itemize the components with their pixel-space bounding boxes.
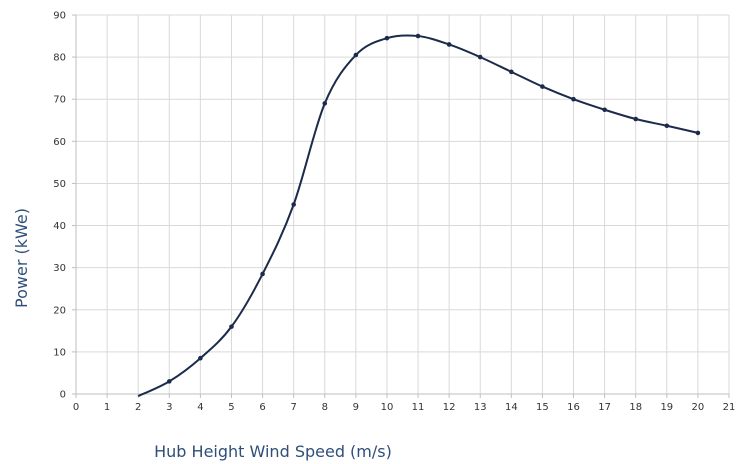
data-point: [633, 116, 639, 122]
x-tick-label: 10: [381, 402, 394, 413]
data-point: [509, 69, 514, 75]
y-tick-label: 60: [53, 137, 66, 148]
series-layer: [137, 33, 701, 398]
axes: [72, 14, 730, 398]
data-point: [384, 35, 390, 41]
x-tick-label: 12: [443, 402, 456, 413]
data-point: [540, 84, 545, 89]
x-tick-label: 0: [73, 402, 79, 413]
y-tick-label: 20: [53, 305, 66, 316]
grid-lines: [76, 14, 730, 394]
data-point: [695, 130, 701, 136]
y-tick-label: 10: [53, 347, 66, 358]
x-tick-label: 16: [567, 402, 580, 413]
x-tick-label: 2: [135, 402, 141, 413]
y-tick-label: 40: [53, 221, 66, 232]
x-tick-label: 14: [505, 402, 518, 413]
x-tick-label: 19: [660, 402, 673, 413]
y-tick-label: 70: [53, 95, 66, 106]
x-tick-label: 8: [322, 402, 328, 413]
x-tick-label: 5: [228, 402, 234, 413]
data-point: [353, 52, 359, 58]
data-point: [571, 96, 576, 102]
data-point: [229, 324, 234, 329]
data-point: [664, 123, 670, 129]
data-point: [166, 379, 172, 384]
y-tick-label: 0: [60, 390, 66, 401]
y-tick-label: 80: [53, 53, 66, 64]
x-tick-label: 7: [290, 402, 296, 413]
x-tick-label: 18: [629, 402, 642, 413]
y-tick-label: 90: [53, 11, 66, 22]
x-tick-label: 11: [412, 402, 425, 413]
x-tick-label: 13: [474, 402, 487, 413]
tick-labels: 0 1 2 3 4 5 6 7 8 9 10 11 12 13 14 15 16 17 18 19 20 21010203…: [53, 11, 735, 414]
y-tick-label: 50: [53, 179, 66, 190]
y-tick-label: 30: [53, 263, 66, 274]
x-axis-title: Hub Height Wind Speed (m/s): [154, 442, 392, 461]
y-axis-title: Power (kWe): [12, 208, 31, 308]
data-point: [477, 54, 483, 60]
data-point: [260, 271, 265, 277]
x-tick-label: 9: [353, 402, 359, 413]
data-point: [291, 202, 296, 207]
x-tick-label: 20: [692, 402, 705, 413]
data-point: [322, 101, 328, 106]
x-tick-label: 6: [259, 402, 265, 413]
x-tick-label: 1: [104, 402, 110, 413]
x-tick-label: 21: [723, 402, 736, 413]
data-point: [446, 42, 452, 47]
x-tick-label: 3: [166, 402, 172, 413]
x-tick-label: 4: [197, 402, 203, 413]
data-point: [415, 33, 421, 39]
data-point: [198, 355, 203, 361]
x-tick-label: 15: [536, 402, 549, 413]
data-point: [602, 107, 607, 113]
x-tick-label: 17: [598, 402, 611, 413]
